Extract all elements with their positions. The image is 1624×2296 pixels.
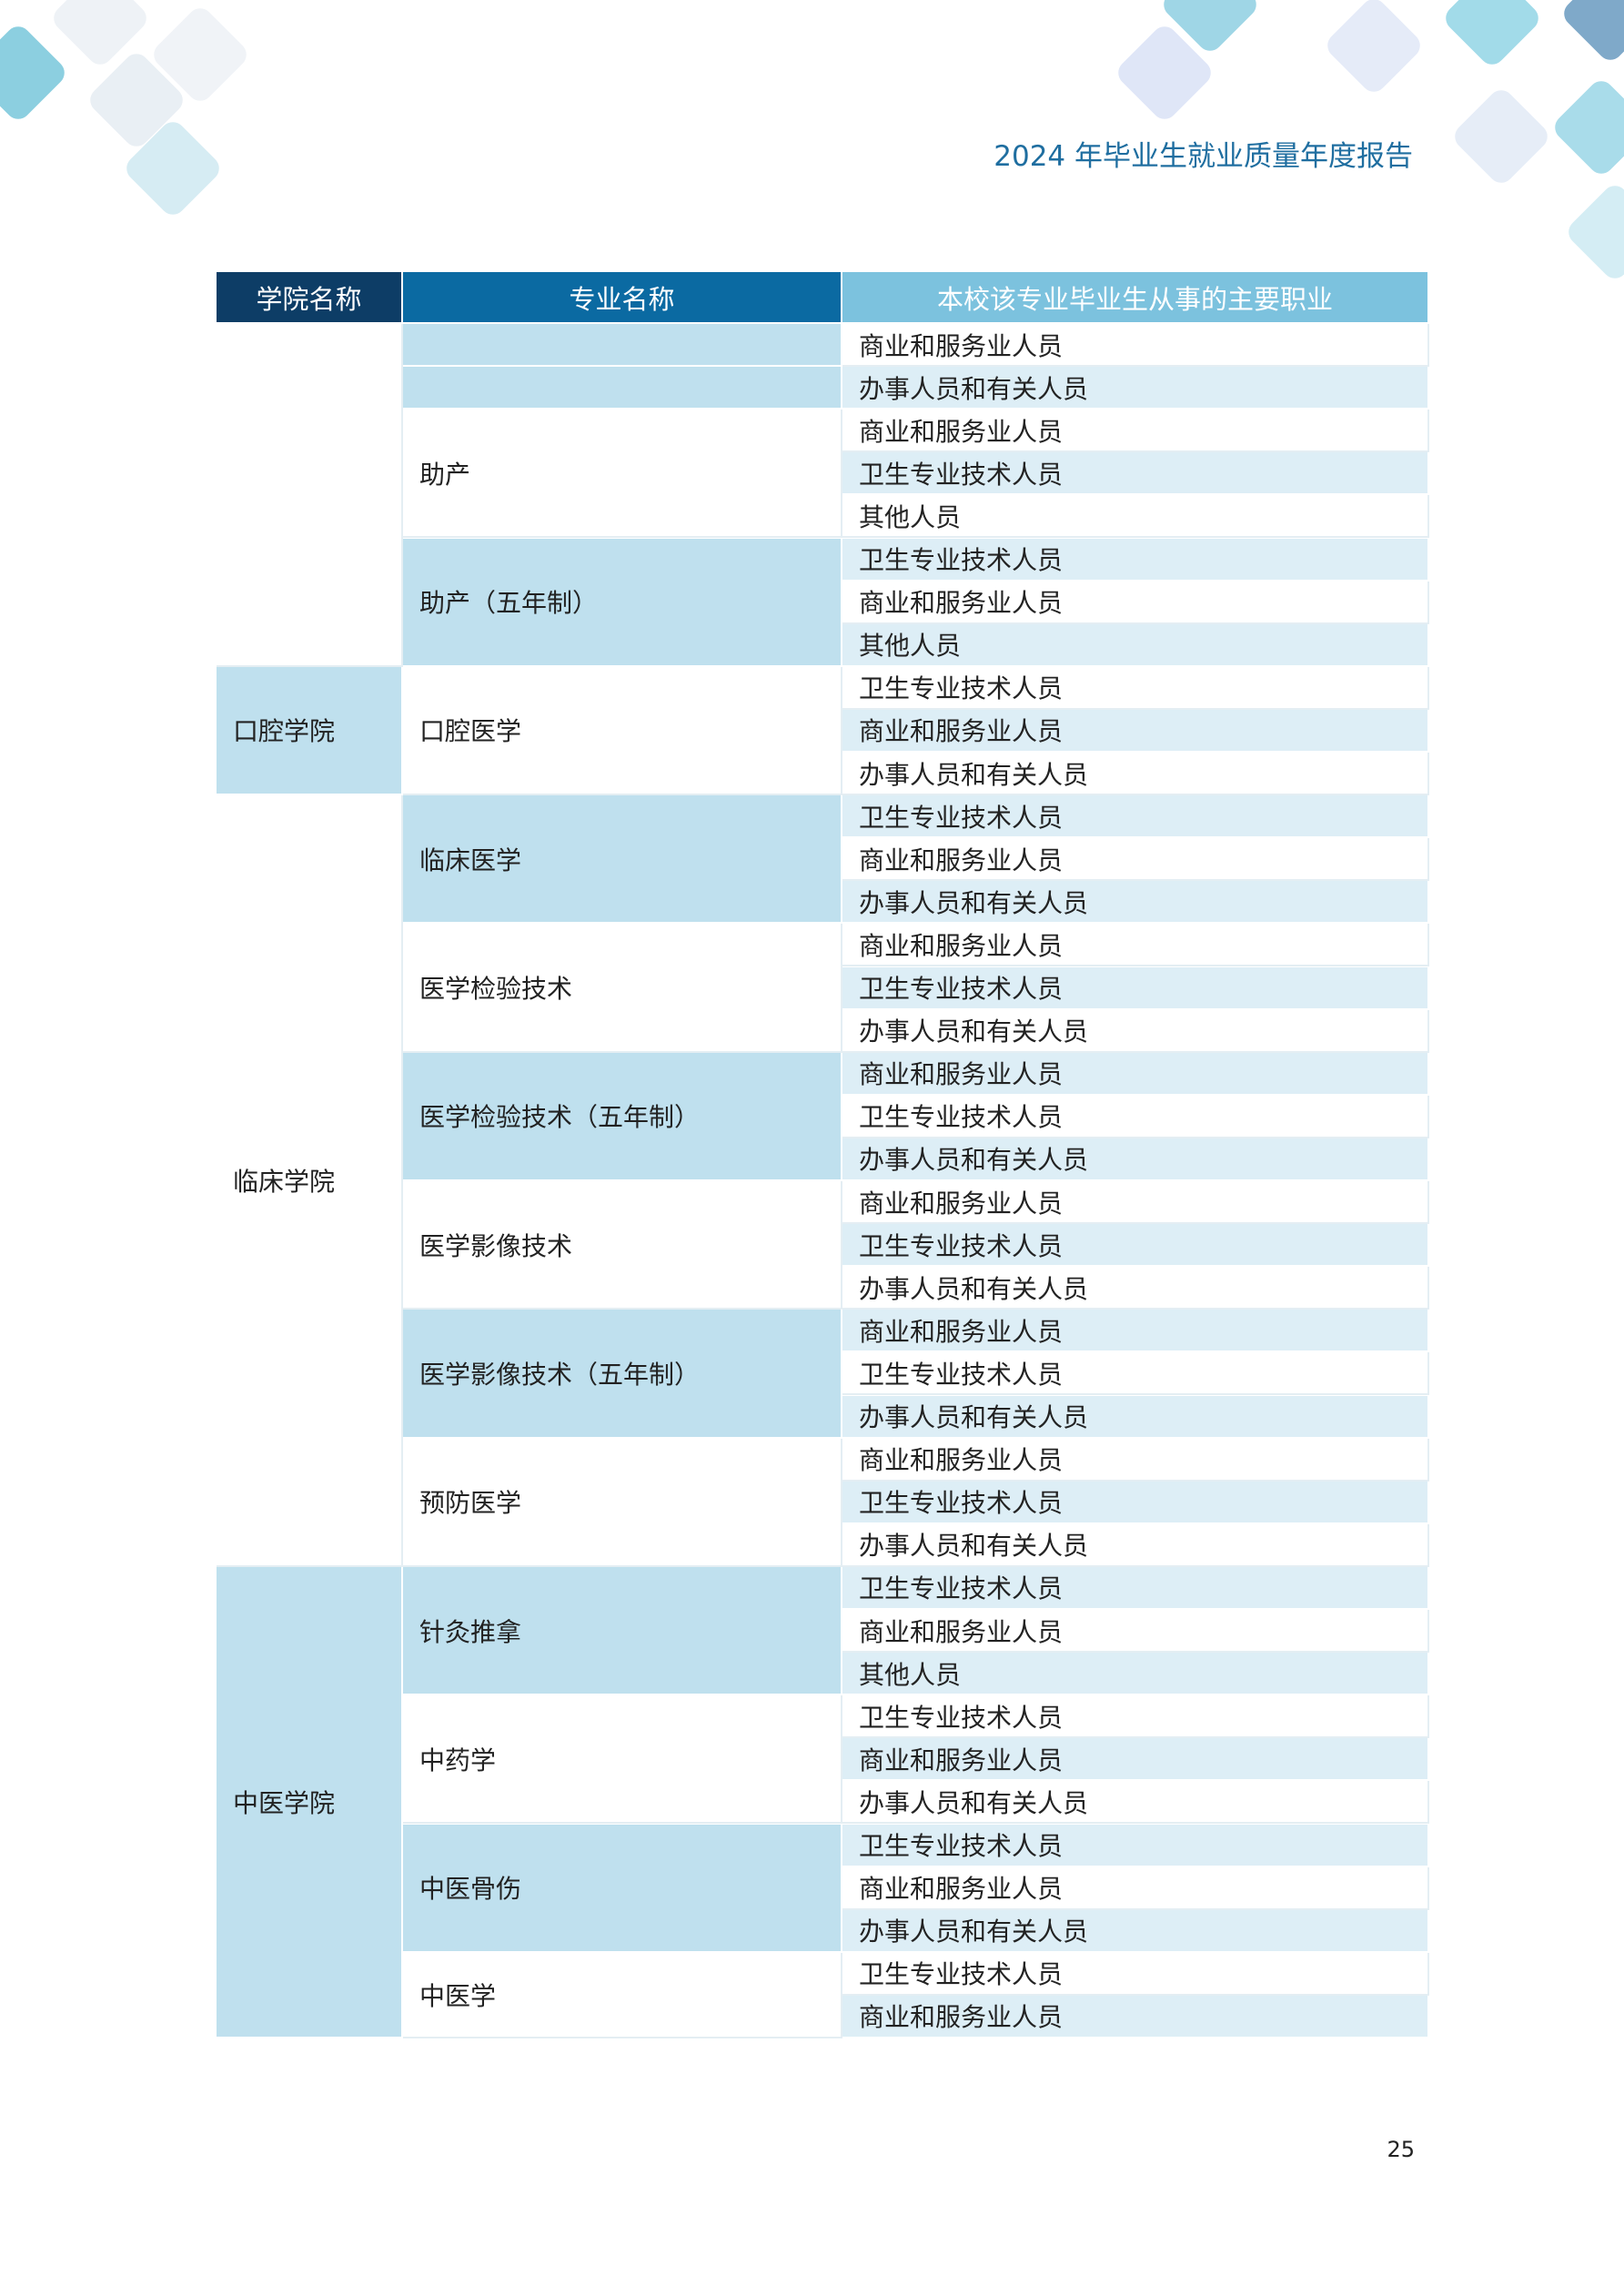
- occupation: 商业和服务业人员: [842, 838, 1429, 882]
- occupation: 卫生专业技术人员: [842, 1481, 1429, 1524]
- major: 临床医学: [403, 795, 842, 925]
- occupation: 办事人员和有关人员: [842, 753, 1429, 796]
- major: 医学检验技术（五年制）: [403, 1052, 842, 1181]
- occupation: 卫生专业技术人员: [842, 666, 1429, 710]
- occupation: 商业和服务业人员: [842, 1738, 1429, 1782]
- decoration: [1549, 76, 1624, 179]
- occupation: 卫生专业技术人员: [842, 538, 1429, 582]
- college: [217, 324, 403, 667]
- occupation: 商业和服务业人员: [842, 1995, 1429, 2038]
- occupation: 商业和服务业人员: [842, 1052, 1429, 1096]
- report-title: 2024 年毕业生就业质量年度报告: [994, 140, 1413, 173]
- occupation: 商业和服务业人员: [842, 1610, 1429, 1654]
- occupation: 其他人员: [842, 623, 1429, 667]
- column-header: 专业名称: [403, 272, 842, 324]
- occupation: 办事人员和有关人员: [842, 1009, 1429, 1053]
- major: 医学影像技术（五年制）: [403, 1310, 842, 1439]
- college: 中医学院: [217, 1566, 403, 2038]
- major: 助产: [403, 410, 842, 539]
- major: 医学检验技术: [403, 924, 842, 1053]
- major: 中药学: [403, 1695, 842, 1825]
- occupation: 卫生专业技术人员: [842, 1824, 1429, 1867]
- occupation: 卫生专业技术人员: [842, 1352, 1429, 1396]
- occupation: 办事人员和有关人员: [842, 1138, 1429, 1181]
- occupation: 办事人员和有关人员: [842, 1267, 1429, 1310]
- occupation: 卫生专业技术人员: [842, 795, 1429, 839]
- major: 口腔医学: [403, 666, 842, 796]
- major: 助产（五年制）: [403, 538, 842, 667]
- occupation: 其他人员: [842, 1653, 1429, 1696]
- college: 口腔学院: [217, 666, 403, 796]
- occupation: 商业和服务业人员: [842, 324, 1429, 368]
- decoration: [1558, 0, 1624, 66]
- occupation: 卫生专业技术人员: [842, 966, 1429, 1010]
- occupation: 商业和服务业人员: [842, 1438, 1429, 1482]
- occupation: 办事人员和有关人员: [842, 1523, 1429, 1567]
- decoration: [1449, 85, 1553, 188]
- occupation: 商业和服务业人员: [842, 581, 1429, 624]
- occupation: 商业和服务业人员: [842, 924, 1429, 967]
- occupation: 办事人员和有关人员: [842, 1909, 1429, 1953]
- occupation: 商业和服务业人员: [842, 1866, 1429, 1910]
- decoration: [1322, 0, 1426, 97]
- occupation: 卫生专业技术人员: [842, 1224, 1429, 1268]
- decoration: [1440, 0, 1544, 70]
- major: 针灸推拿: [403, 1566, 842, 1696]
- column-header: 本校该专业毕业生从事的主要职业: [842, 272, 1429, 324]
- major: 预防医学: [403, 1438, 842, 1567]
- occupation: 办事人员和有关人员: [842, 881, 1429, 925]
- occupation: 商业和服务业人员: [842, 1181, 1429, 1225]
- occupation: 卫生专业技术人员: [842, 1695, 1429, 1739]
- occupation: 其他人员: [842, 495, 1429, 539]
- decoration: [1563, 180, 1624, 284]
- occupation: 商业和服务业人员: [842, 410, 1429, 453]
- college: 临床学院: [217, 795, 403, 1567]
- major: 中医学: [403, 1952, 842, 2038]
- major: [403, 324, 842, 368]
- occupation: 卫生专业技术人员: [842, 452, 1429, 496]
- occupation: 办事人员和有关人员: [842, 1781, 1429, 1825]
- major: 中医骨伤: [403, 1824, 842, 1953]
- page-number: 25: [1387, 2137, 1415, 2162]
- occupation: 商业和服务业人员: [842, 709, 1429, 753]
- major: [403, 367, 842, 410]
- major: 医学影像技术: [403, 1181, 842, 1310]
- column-header: 学院名称: [217, 272, 403, 324]
- occupation: 卫生专业技术人员: [842, 1566, 1429, 1610]
- occupation: 卫生专业技术人员: [842, 1095, 1429, 1138]
- decoration: [0, 21, 70, 125]
- occupation: 办事人员和有关人员: [842, 1395, 1429, 1439]
- occupation: 卫生专业技术人员: [842, 1952, 1429, 1996]
- occupation: 办事人员和有关人员: [842, 367, 1429, 410]
- occupation: 商业和服务业人员: [842, 1310, 1429, 1353]
